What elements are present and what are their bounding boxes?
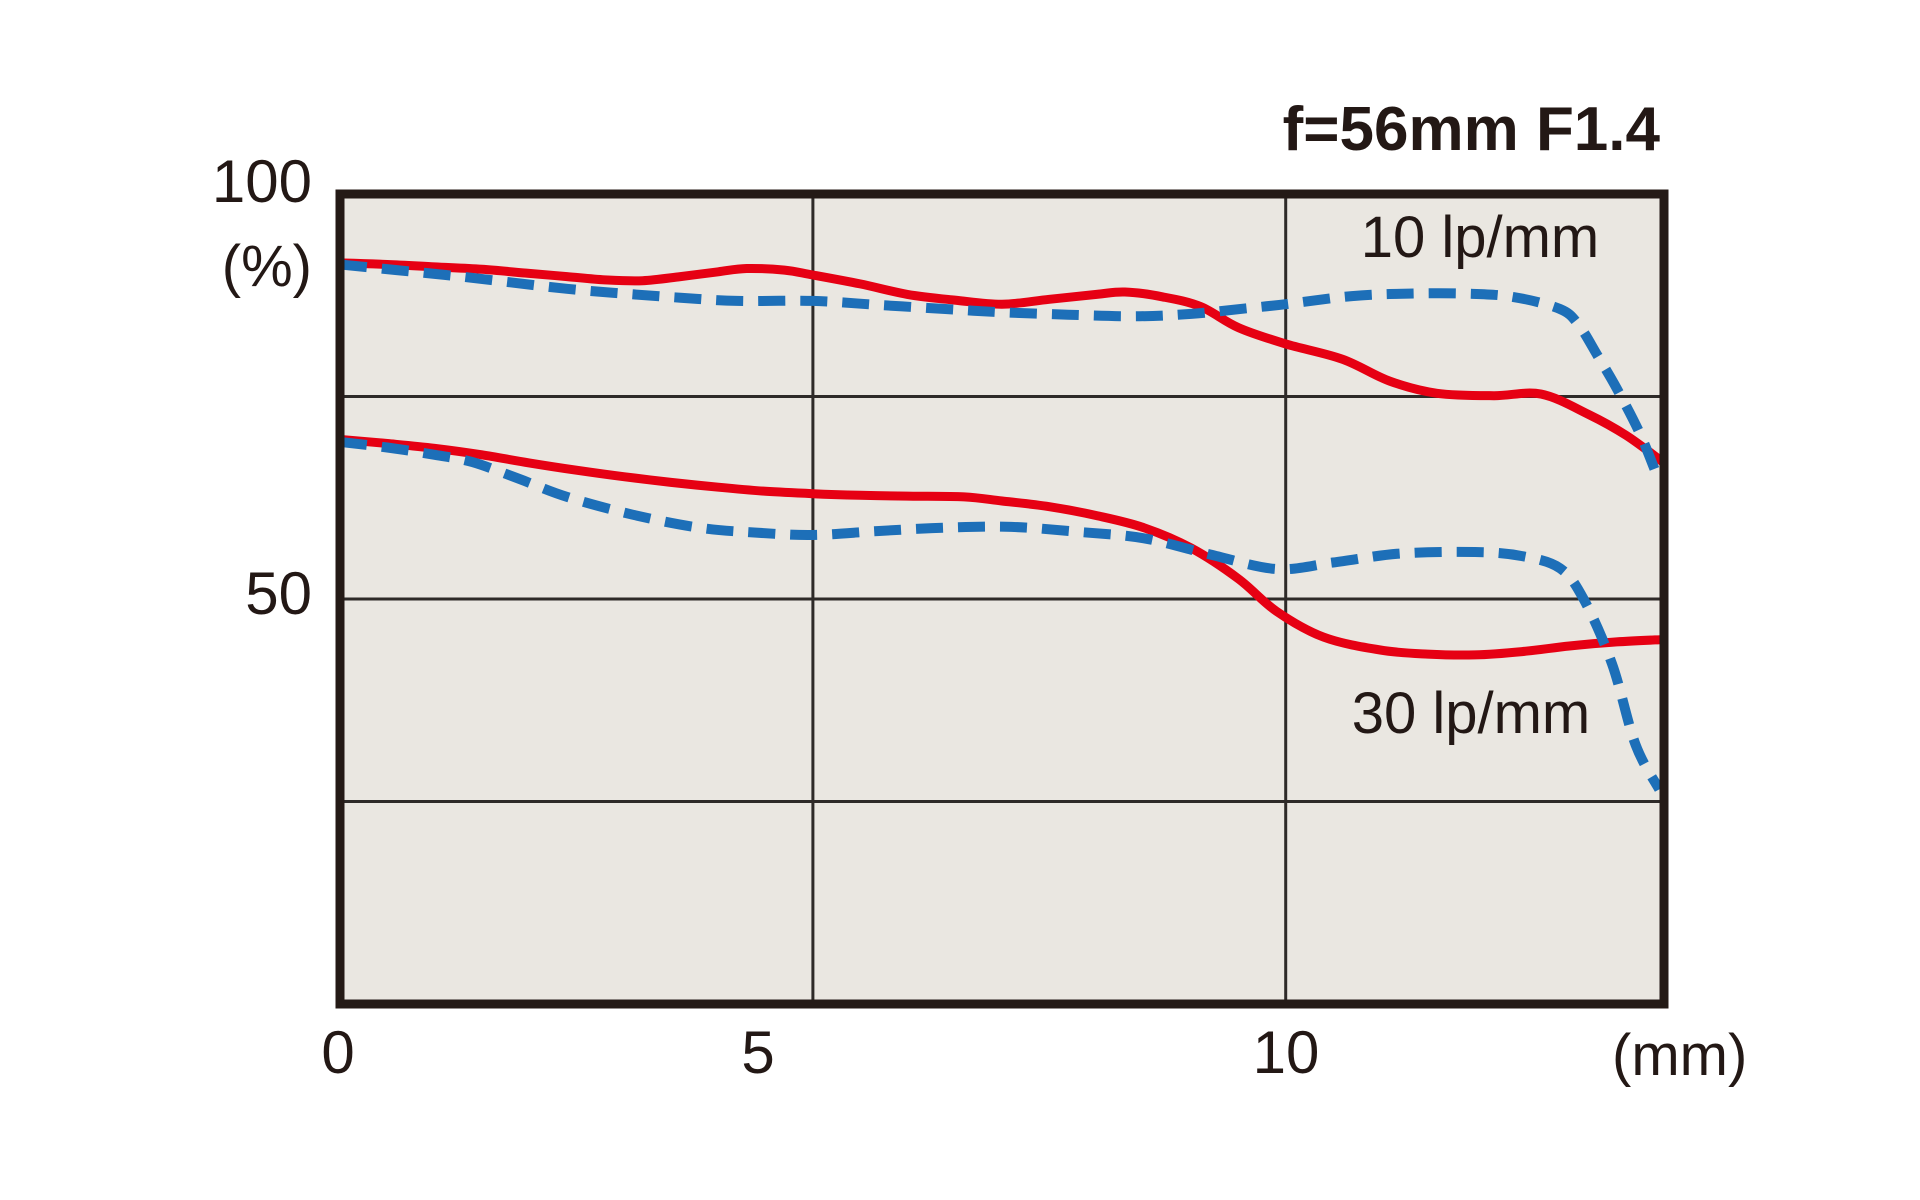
curve-0-10-lp-mm-red-solid: [344, 258, 1660, 466]
y-axis-tick-50: 50: [245, 560, 312, 627]
series-label-10lpmm: 10 lp/mm: [1361, 205, 1600, 270]
y-axis-tick-100: 100: [212, 148, 312, 215]
x-axis-unit-label: (mm): [1612, 1023, 1747, 1088]
curve-2-30-lp-mm-red-solid: [344, 435, 1660, 660]
plot-frame: [335, 189, 1669, 1009]
curves: [344, 258, 1660, 792]
x-axis-tick-0: 0: [321, 1019, 354, 1086]
x-axis-tick-10: 10: [1253, 1019, 1320, 1086]
chart-title: f=56mm F1.4: [1283, 95, 1661, 164]
curve-1-10-lp-mm-blue-dashed: [344, 259, 1660, 484]
y-axis-unit-label: (%): [222, 234, 312, 299]
series-label-30lpmm: 30 lp/mm: [1352, 681, 1591, 746]
curve-3-30-lp-mm-blue-dashed: [344, 437, 1660, 792]
x-axis-tick-5: 5: [741, 1019, 774, 1086]
